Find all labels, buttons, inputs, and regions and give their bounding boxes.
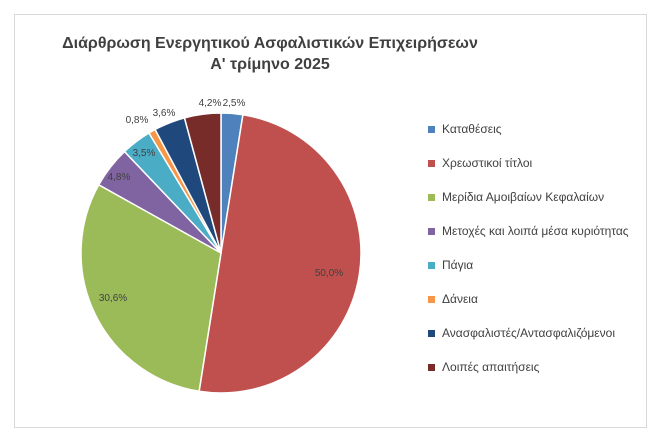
legend-item: Καταθέσεις — [428, 112, 653, 146]
slice-data-label: 2,5% — [223, 98, 246, 109]
legend-label: Μερίδια Αμοιβαίων Κεφαλαίων — [442, 190, 605, 204]
legend-label: Καταθέσεις — [442, 122, 502, 136]
pie-slice — [198, 113, 362, 394]
slice-data-label: 3,6% — [153, 108, 176, 119]
chart-subtitle: Α' τρίμηνο 2025 — [210, 56, 330, 73]
slice-data-label: 4,2% — [199, 98, 222, 109]
chart-title: Διάρθρωση Ενεργητικού Ασφαλιστικών Επιχε… — [62, 35, 478, 52]
slice-data-label: 0,8% — [126, 115, 149, 126]
slice-data-label: 4,8% — [108, 172, 131, 183]
legend-item: Δάνεια — [428, 282, 653, 316]
legend-swatch — [428, 329, 435, 337]
legend-label: Λοιπές απαιτήσεις — [442, 360, 540, 374]
legend-item: Χρεωστικοί τίτλοι — [428, 146, 653, 180]
pie-data-labels: 2,5% 50,0% 30,6% 4,8% 3,5% 0,8% 3,6% 4,2% — [99, 98, 343, 304]
legend-label: Χρεωστικοί τίτλοι — [442, 156, 533, 170]
legend-item: Πάγια — [428, 248, 653, 282]
legend-swatch — [428, 193, 435, 201]
legend-item: Ανασφαλιστές/Αντασφαλιζόμενοι — [428, 316, 653, 350]
legend-swatch — [428, 261, 435, 269]
legend-swatch — [428, 125, 435, 133]
pie-slice — [183, 112, 222, 254]
pie-slice — [80, 183, 222, 393]
legend-label: Πάγια — [442, 258, 474, 272]
legend-swatch — [428, 159, 435, 167]
legend-label: Ανασφαλιστές/Αντασφαλιζόμενοι — [442, 326, 615, 340]
legend-swatch — [428, 295, 435, 303]
chart-legend: Καταθέσεις Χρεωστικοί τίτλοι Μερίδια Αμοιβ… — [428, 112, 653, 384]
pie-slices — [80, 112, 362, 394]
legend-label: Δάνεια — [442, 292, 478, 306]
legend-swatch — [428, 363, 435, 371]
slice-data-label: 30,6% — [99, 293, 127, 304]
slice-data-label: 50,0% — [315, 268, 343, 279]
chart-title-block: Διάρθρωση Ενεργητικού Ασφαλιστικών Επιχε… — [60, 33, 480, 75]
legend-item: Μερίδια Αμοιβαίων Κεφαλαίων — [428, 180, 653, 214]
slice-data-label: 3,5% — [133, 148, 156, 159]
legend-item: Λοιπές απαιτήσεις — [428, 350, 653, 384]
legend-label: Μετοχές και λοιπά μέσα κυριότητας — [442, 224, 629, 238]
legend-item: Μετοχές και λοιπά μέσα κυριότητας — [428, 214, 653, 248]
legend-swatch — [428, 227, 435, 235]
